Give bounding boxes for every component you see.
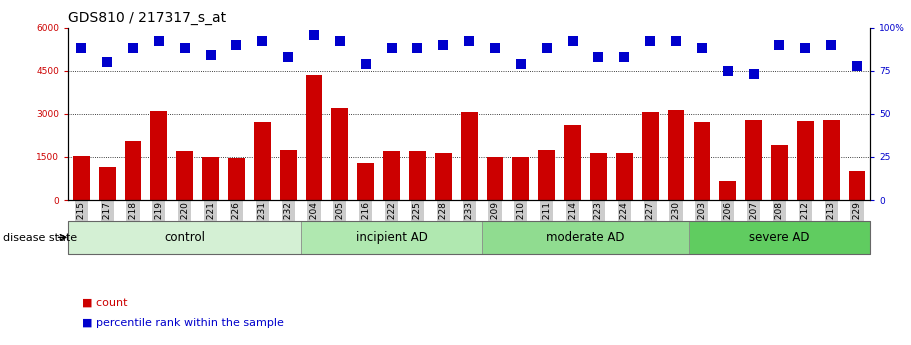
Bar [98, 167, 116, 200]
Point [281, 54, 295, 60]
Point [333, 39, 347, 44]
Point [410, 46, 425, 51]
Bar [435, 152, 452, 200]
Point [566, 39, 580, 44]
Point [203, 52, 218, 58]
Bar [332, 108, 348, 200]
Text: ■ count: ■ count [82, 297, 128, 307]
Bar [125, 141, 141, 200]
Bar [384, 151, 400, 200]
Point [591, 54, 606, 60]
Bar [771, 146, 788, 200]
Point [307, 32, 322, 37]
Bar [357, 163, 374, 200]
Bar [564, 125, 581, 200]
Point [694, 46, 709, 51]
Point [850, 63, 865, 68]
Bar [689, 221, 870, 254]
Point [384, 46, 399, 51]
Bar [177, 151, 193, 200]
Text: GDS810 / 217317_s_at: GDS810 / 217317_s_at [68, 11, 227, 25]
Point [126, 46, 140, 51]
Point [178, 46, 192, 51]
Bar [668, 110, 684, 200]
Text: incipient AD: incipient AD [355, 231, 427, 244]
Point [798, 46, 813, 51]
Bar [409, 151, 425, 200]
Point [436, 42, 451, 48]
Point [74, 46, 88, 51]
Bar [616, 152, 633, 200]
Bar [693, 122, 711, 200]
Point [151, 39, 166, 44]
Bar [68, 221, 301, 254]
Point [100, 59, 115, 65]
Bar [301, 221, 482, 254]
Bar [641, 112, 659, 200]
Bar [73, 156, 89, 200]
Bar [513, 157, 529, 200]
Point [255, 39, 270, 44]
Bar [305, 75, 322, 200]
Point [669, 39, 683, 44]
Bar [228, 158, 245, 200]
Bar [538, 150, 555, 200]
Bar [202, 157, 219, 200]
Point [746, 71, 761, 77]
Bar [823, 120, 840, 200]
Text: severe AD: severe AD [749, 231, 810, 244]
Bar [150, 111, 168, 200]
Bar [849, 171, 865, 200]
Bar [797, 121, 814, 200]
Point [721, 68, 735, 73]
Text: ■ percentile rank within the sample: ■ percentile rank within the sample [82, 318, 284, 328]
Point [643, 39, 658, 44]
Bar [486, 157, 504, 200]
Text: control: control [164, 231, 205, 244]
Bar [280, 150, 297, 200]
Point [462, 39, 476, 44]
Point [514, 61, 528, 67]
Point [824, 42, 838, 48]
Bar [254, 122, 271, 200]
Bar [745, 120, 762, 200]
Point [773, 42, 787, 48]
Bar [461, 112, 477, 200]
Point [539, 46, 554, 51]
Point [358, 61, 373, 67]
Point [617, 54, 631, 60]
Bar [590, 152, 607, 200]
Point [230, 42, 244, 48]
Text: disease state: disease state [3, 233, 77, 243]
Bar [482, 221, 689, 254]
Bar [720, 181, 736, 200]
Text: moderate AD: moderate AD [547, 231, 625, 244]
Point [487, 46, 502, 51]
